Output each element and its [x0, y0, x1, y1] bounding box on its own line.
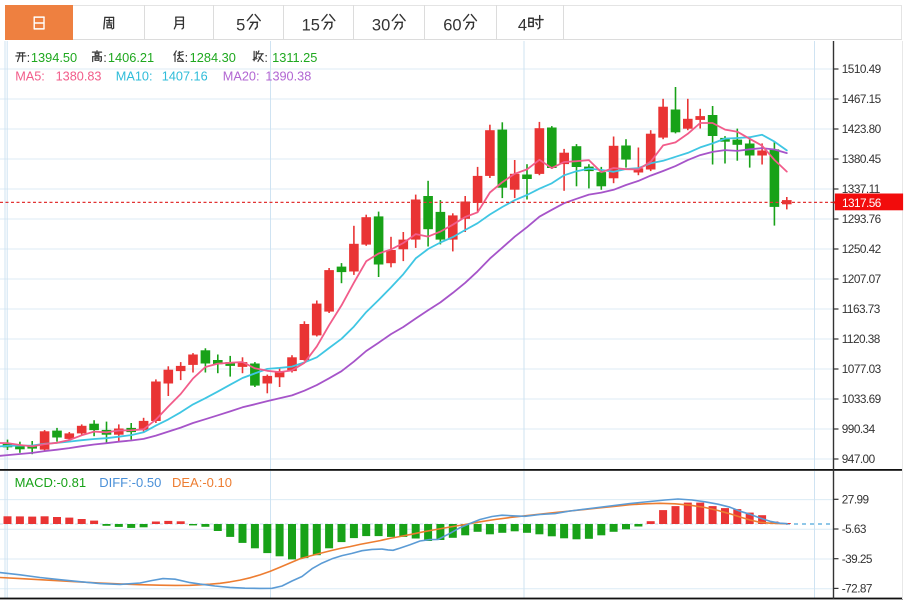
- svg-text:1390.38: 1390.38: [265, 69, 311, 83]
- svg-text:1077.03: 1077.03: [842, 362, 882, 376]
- svg-text:1293.76: 1293.76: [842, 212, 882, 226]
- svg-text:947.00: 947.00: [842, 452, 876, 466]
- svg-text:1406.21: 1406.21: [108, 50, 154, 65]
- svg-text:1033.69: 1033.69: [842, 392, 881, 406]
- svg-text:990.34: 990.34: [842, 422, 876, 436]
- svg-text:1250.42: 1250.42: [842, 242, 881, 256]
- svg-text:MA5:: MA5:: [15, 69, 45, 83]
- svg-text:27.99: 27.99: [842, 493, 869, 507]
- svg-text:-5.63: -5.63: [842, 522, 867, 536]
- svg-text:1407.16: 1407.16: [162, 69, 208, 83]
- svg-text:1394.50: 1394.50: [31, 50, 77, 65]
- svg-text:1317.56: 1317.56: [842, 196, 882, 210]
- svg-text:DEA:-0.10: DEA:-0.10: [172, 475, 232, 490]
- svg-text:60: 60: [443, 17, 461, 35]
- svg-text:MA10:: MA10:: [116, 69, 153, 83]
- svg-text:5: 5: [236, 17, 245, 35]
- svg-text:-72.87: -72.87: [842, 582, 872, 596]
- svg-text:DIFF:-0.50: DIFF:-0.50: [99, 475, 161, 490]
- svg-text::: :: [185, 50, 189, 65]
- svg-text:-39.25: -39.25: [842, 552, 873, 566]
- svg-text:4: 4: [518, 17, 527, 35]
- svg-text:1311.25: 1311.25: [272, 50, 317, 65]
- svg-text:1163.73: 1163.73: [842, 302, 881, 316]
- svg-text:1284.30: 1284.30: [190, 50, 236, 65]
- svg-text::: :: [103, 50, 107, 65]
- svg-text:1423.80: 1423.80: [842, 122, 882, 136]
- svg-text:30: 30: [372, 17, 390, 35]
- svg-text:1380.45: 1380.45: [842, 152, 882, 166]
- svg-text:MACD:-0.81: MACD:-0.81: [15, 475, 87, 490]
- svg-text:1207.07: 1207.07: [842, 272, 881, 286]
- svg-text:15: 15: [302, 17, 320, 35]
- svg-text:1467.15: 1467.15: [842, 92, 882, 106]
- svg-text:1510.49: 1510.49: [842, 62, 881, 76]
- svg-text::: :: [264, 50, 268, 65]
- svg-text:1380.83: 1380.83: [56, 69, 102, 83]
- svg-text:1120.38: 1120.38: [842, 332, 881, 346]
- svg-text:1337.11: 1337.11: [842, 182, 880, 196]
- svg-text::: :: [27, 50, 31, 65]
- svg-text:MA20:: MA20:: [223, 69, 260, 83]
